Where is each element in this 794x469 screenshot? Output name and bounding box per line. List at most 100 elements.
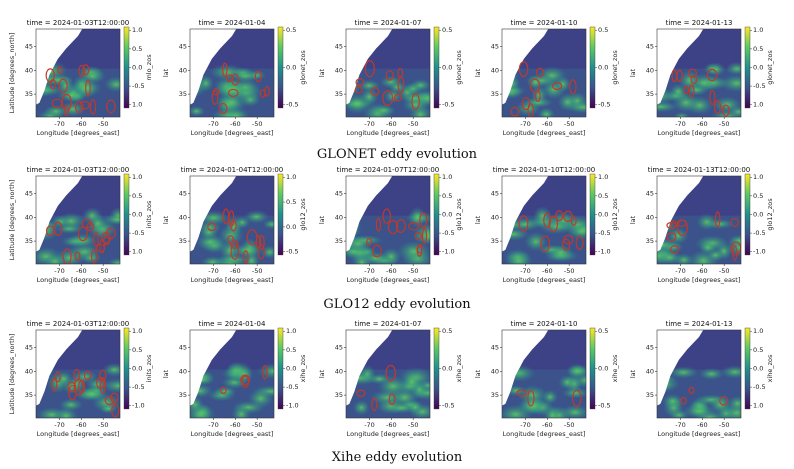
colorbar-label: glo12_zos xyxy=(299,198,307,231)
eddy-contour xyxy=(569,79,577,95)
eddy-contour xyxy=(666,221,678,230)
colorbar-tick-label: 1.0 xyxy=(753,173,763,181)
x-tick-label: -50 xyxy=(564,120,575,128)
map-panel: time = 2024-01-13T12:00:00 45 40 35 -70 -60 -5… xyxy=(629,166,774,284)
eddy-contour xyxy=(575,235,584,250)
y-tick-label: 35 xyxy=(646,391,654,399)
eddy-contour xyxy=(82,64,90,76)
y-tick-label: 40 xyxy=(491,66,499,74)
eddy-contour xyxy=(543,212,552,228)
x-axis-label: Longitude [degrees_east] xyxy=(37,430,120,438)
colorbar xyxy=(277,26,284,109)
x-tick-label: -50 xyxy=(98,421,109,429)
colorbar-tick-label: 0.5 xyxy=(753,346,763,354)
land-mass xyxy=(190,29,237,105)
colorbar xyxy=(433,327,440,410)
eddy-contour xyxy=(93,231,99,247)
x-tick-label: -70 xyxy=(54,421,65,429)
x-tick-label: -60 xyxy=(386,120,397,128)
x-tick-label: -60 xyxy=(76,267,87,275)
y-tick-label: 45 xyxy=(179,344,187,352)
colorbar-tick-label: 1.0 xyxy=(753,402,763,410)
land-mass xyxy=(190,176,237,252)
y-tick-label: 40 xyxy=(491,213,499,221)
colorbar-label: glonet_zos xyxy=(299,50,307,85)
colorbar-label: mlo_zos xyxy=(145,54,153,81)
eddy-contour xyxy=(220,386,227,395)
colorbar-tick-label: -0.5 xyxy=(753,229,766,237)
colorbar-label: inits_zos xyxy=(145,354,153,382)
eddy-contour xyxy=(240,374,251,386)
x-tick-label: -50 xyxy=(564,421,575,429)
y-tick-label: 45 xyxy=(646,190,654,198)
y-tick-label: 45 xyxy=(491,344,499,352)
eddy-contour xyxy=(408,221,420,231)
x-tick-label: -60 xyxy=(697,267,708,275)
x-tick-label: -60 xyxy=(542,267,553,275)
colorbar-tick-label: 1.0 xyxy=(132,173,142,181)
y-tick-label: 40 xyxy=(335,213,343,221)
land-mass xyxy=(502,176,549,252)
eddy-contour xyxy=(74,251,81,261)
y-tick-label: 40 xyxy=(25,213,33,221)
y-tick-label: 35 xyxy=(646,237,654,245)
eddy-contour xyxy=(395,219,406,233)
colorbar-tick-label: 0.5 xyxy=(442,192,452,200)
x-axis-label: Longitude [degrees_east] xyxy=(191,129,274,137)
eddy-contour xyxy=(364,60,375,78)
x-tick-label: -70 xyxy=(675,120,686,128)
eddy-contour xyxy=(562,210,573,222)
colorbar-tick-label: 1.0 xyxy=(753,26,763,34)
eddy-contour xyxy=(375,217,382,232)
x-axis-label: Longitude [degrees_east] xyxy=(191,276,274,284)
colorbar-tick-label: -0.5 xyxy=(442,229,455,237)
eddy-contour xyxy=(258,234,265,250)
y-axis-label: Latitude [degrees_north] xyxy=(8,180,16,261)
eddy-contour xyxy=(57,66,63,74)
colorbar-label: glonet_zos xyxy=(611,50,619,85)
colorbar-tick-label: 1.0 xyxy=(132,101,142,109)
colorbar-tick-label: 0.0 xyxy=(598,63,608,71)
colorbar-tick-label: 0.5 xyxy=(132,192,142,200)
map-panel: time = 2024-01-13 45 40 35 -70 -60 -50Longitud… xyxy=(629,320,774,438)
y-axis-label: Latitude [degrees_north] xyxy=(8,33,16,114)
x-tick-label: -50 xyxy=(408,120,419,128)
panel-title: time = 2024-01-07 xyxy=(355,19,422,27)
x-axis-label: Longitude [degrees_east] xyxy=(347,129,430,137)
colorbar-tick-label: 0.0 xyxy=(132,364,142,372)
y-axis-label: lat xyxy=(474,215,482,224)
eddy-contour xyxy=(85,79,91,97)
y-axis-label: lat xyxy=(318,369,326,378)
colorbar-label: glo12_zos xyxy=(455,198,463,231)
x-tick-label: -50 xyxy=(408,421,419,429)
y-axis-label: lat xyxy=(474,369,482,378)
eddy-contour xyxy=(563,234,574,245)
y-axis-label: lat xyxy=(162,68,170,77)
colorbar xyxy=(123,26,130,109)
y-tick-label: 45 xyxy=(491,190,499,198)
x-tick-label: -70 xyxy=(208,267,219,275)
eddy-contour xyxy=(227,235,234,244)
x-tick-label: -50 xyxy=(98,267,109,275)
colorbar-tick-label: 0.0 xyxy=(598,210,608,218)
panel-title: time = 2024-01-13 xyxy=(666,19,733,27)
land-mass xyxy=(36,29,83,105)
eddy-contour xyxy=(230,239,239,250)
land-mass xyxy=(346,176,393,252)
y-tick-label: 35 xyxy=(335,237,343,245)
row-caption: Xihe eddy evolution xyxy=(332,450,463,465)
eddy-contour xyxy=(421,228,428,244)
colorbar xyxy=(589,173,596,256)
eddy-contour xyxy=(510,106,520,117)
colorbar-tick-label: 0.5 xyxy=(598,26,608,34)
x-tick-label: -50 xyxy=(252,421,263,429)
x-tick-label: -60 xyxy=(386,267,397,275)
y-tick-label: 40 xyxy=(179,213,187,221)
eddy-contour xyxy=(73,368,81,382)
eddy-contour xyxy=(355,78,365,87)
panel-title: time = 2024-01-03T12:00:00 xyxy=(27,166,130,174)
y-tick-label: 35 xyxy=(335,391,343,399)
eddy-contour xyxy=(257,244,265,260)
colorbar-tick-label: 1.0 xyxy=(132,327,142,335)
y-tick-label: 35 xyxy=(335,90,343,98)
